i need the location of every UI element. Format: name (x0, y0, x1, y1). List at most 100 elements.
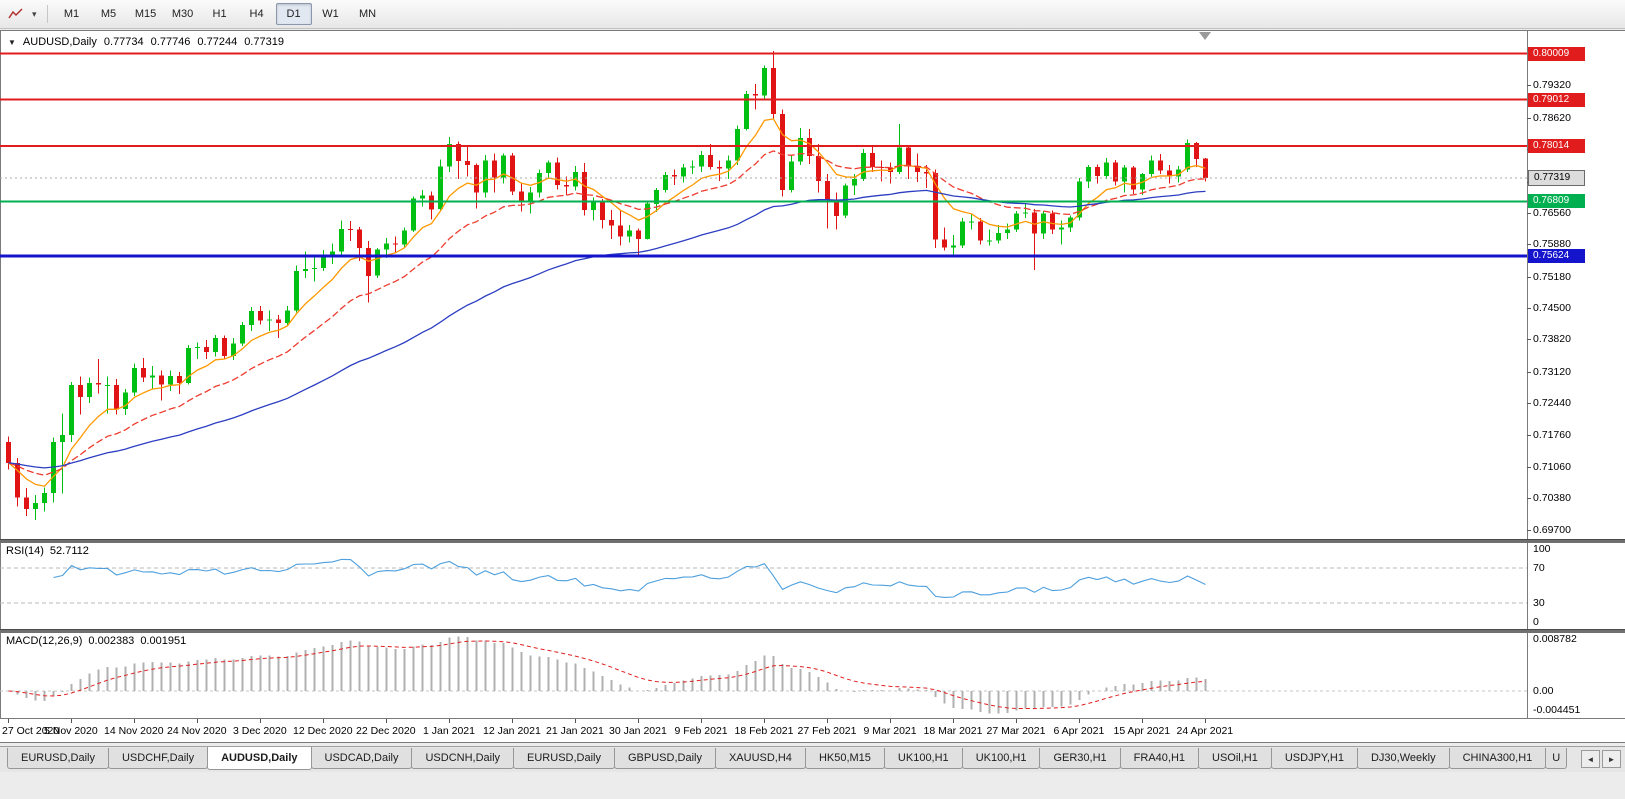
time-tickmark (512, 719, 513, 723)
chart-tools-dropdown[interactable]: ▾ (28, 3, 41, 25)
chart-tab-uk100-h1[interactable]: UK100,H1 (883, 748, 963, 769)
time-tickmark (1079, 719, 1080, 723)
price-tickmark (1527, 371, 1531, 373)
time-tickmark (890, 719, 891, 723)
horizontal-level-lines[interactable] (0, 52, 1527, 258)
time-tickmark (1016, 719, 1017, 723)
rsi-panel-canvas[interactable] (0, 542, 1527, 629)
quote-line: ▼ AUDUSD,Daily 0.77734 0.77746 0.77244 0… (8, 36, 284, 48)
macd-axis-label: 0.008782 (1533, 633, 1577, 645)
chart-tab-usdchf-daily[interactable]: USDCHF,Daily (107, 748, 209, 769)
time-tickmark (575, 719, 576, 723)
price-tick-label: 0.75180 (1533, 270, 1571, 283)
chart-shift-marker[interactable] (1199, 32, 1211, 40)
chart-tab-china300-h1[interactable]: CHINA300,H1 (1448, 748, 1547, 769)
price-tick-label: 0.75880 (1533, 238, 1571, 251)
chart-tab-u[interactable]: U (1545, 748, 1568, 769)
chart-tab-uk100-h1[interactable]: UK100,H1 (961, 748, 1041, 769)
price-tick-label: 0.73120 (1533, 365, 1571, 378)
chart-tab-eurusd-daily[interactable]: EURUSD,Daily (513, 748, 615, 769)
time-axis-label: 12 Dec 2020 (293, 725, 353, 737)
moving-averages (8, 118, 1206, 487)
chart-tab-eurusd-daily[interactable]: EURUSD,Daily (7, 748, 109, 769)
chart-tab-usdjpy-h1[interactable]: USDJPY,H1 (1270, 748, 1358, 769)
price-tickmark (1527, 498, 1531, 500)
panel-separator[interactable] (0, 629, 1625, 633)
timeframe-button-mn[interactable]: MN (358, 8, 377, 20)
chart-tools-button[interactable] (4, 3, 28, 25)
tab-scroll-left-button[interactable]: ◄ (1581, 750, 1600, 768)
timeframe-button-m15[interactable]: M15 (134, 8, 157, 20)
chart-tab-audusd-daily[interactable]: AUDUSD,Daily (207, 747, 312, 770)
chart-tab-gbpusd-daily[interactable]: GBPUSD,Daily (614, 748, 716, 769)
rsi-axis-label: 30 (1533, 596, 1545, 609)
time-axis-label: 30 Jan 2021 (609, 725, 667, 737)
time-tickmark (1142, 719, 1143, 723)
time-axis-label: 18 Feb 2021 (734, 725, 794, 737)
chart-tab-usoil-h1[interactable]: USOil,H1 (1198, 748, 1272, 769)
time-axis-label: 1 Jan 2021 (423, 725, 475, 737)
time-axis-label: 21 Jan 2021 (546, 725, 604, 737)
chart-tab-xauusd-h4[interactable]: XAUUSD,H4 (714, 748, 806, 769)
price-tick-label: 0.71060 (1533, 460, 1571, 473)
toolbar-separator (46, 5, 48, 23)
time-tickmark (8, 719, 9, 723)
chart-tab-hk50-m15[interactable]: HK50,M15 (804, 748, 885, 769)
price-tick-label: 0.72440 (1533, 397, 1571, 410)
timeframe-button-w1[interactable]: W1 (322, 8, 339, 20)
time-axis-label: 6 Apr 2021 (1053, 725, 1105, 737)
macd-signal-line (8, 640, 1206, 710)
timeframe-button-h1[interactable]: H1 (212, 8, 227, 20)
time-axis-label: 9 Feb 2021 (674, 725, 728, 737)
macd-indicator-label: MACD(12,26,9) 0.002383 0.001951 (6, 635, 186, 647)
time-tickmark (197, 719, 198, 723)
chart-tab-dj30-weekly[interactable]: DJ30,Weekly (1356, 748, 1450, 769)
rsi-value: 52.7112 (49, 545, 89, 557)
price-tickmark (1527, 529, 1531, 531)
time-tickmark (71, 719, 72, 723)
chart-tab-fra40-h1[interactable]: FRA40,H1 (1119, 748, 1200, 769)
quote-open: 0.77734 (103, 36, 144, 48)
panel-separator[interactable] (0, 539, 1625, 543)
time-axis-label: 24 Nov 2020 (167, 725, 227, 737)
chevron-down-icon: ▾ (32, 8, 37, 19)
time-tickmark (386, 719, 387, 723)
price-tick-label: 0.69700 (1533, 523, 1571, 536)
symbol-period-label: AUDUSD,Daily (22, 36, 97, 48)
macd-value-main: 0.002383 (88, 635, 135, 647)
timeframe-button-d1[interactable]: D1 (275, 3, 312, 25)
rsi-axis-label: 100 (1533, 543, 1551, 555)
price-chart-canvas[interactable] (0, 31, 1527, 539)
price-tickmark (1527, 276, 1531, 278)
level-price-badge: 0.78014 (1528, 138, 1585, 153)
chart-tab-usdcad-daily[interactable]: USDCAD,Daily (310, 748, 413, 769)
price-tickmark (1527, 244, 1531, 246)
time-axis-label: 27 Oct 2020 (2, 725, 60, 737)
chart-tab-ger30-h1[interactable]: GER30,H1 (1039, 748, 1121, 769)
price-tickmark (1527, 85, 1531, 87)
price-tick-label: 0.71760 (1533, 428, 1571, 441)
tab-scroll-right-button[interactable]: ► (1602, 750, 1621, 768)
quote-collapse-icon[interactable]: ▼ (8, 37, 16, 47)
time-tickmark (764, 719, 765, 723)
time-tickmark (827, 719, 828, 723)
timeframe-button-h4[interactable]: H4 (249, 8, 264, 20)
chart-tab-usdcnh-daily[interactable]: USDCNH,Daily (411, 748, 515, 769)
price-tick-label: 0.79320 (1533, 79, 1571, 92)
quote-high: 0.77746 (150, 36, 191, 48)
time-axis-label: 18 Mar 2021 (923, 725, 983, 737)
timeframe-button-m5[interactable]: M5 (100, 8, 117, 20)
timeframe-button-m1[interactable]: M1 (63, 8, 80, 20)
time-axis-label: 27 Feb 2021 (797, 725, 857, 737)
right-arrow-icon: ► (1607, 754, 1616, 764)
macd-panel-canvas[interactable] (0, 632, 1527, 718)
level-price-badge: 0.79012 (1528, 92, 1585, 107)
line-chart-icon (8, 8, 23, 19)
timeframe-button-m30[interactable]: M30 (171, 8, 194, 20)
macd-value-signal: 0.001951 (140, 635, 187, 647)
price-tick-label: 0.70380 (1533, 492, 1571, 505)
candlestick-series (6, 50, 1208, 521)
rsi-line (53, 558, 1206, 598)
price-tickmark (1527, 466, 1531, 468)
time-tickmark (1205, 719, 1206, 723)
